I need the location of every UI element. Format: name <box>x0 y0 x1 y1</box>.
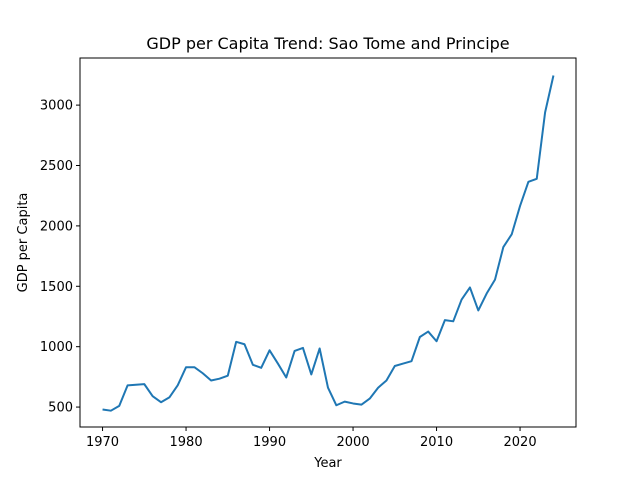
y-tick-label: 3000 <box>40 99 73 114</box>
x-axis-label: Year <box>313 456 342 471</box>
x-tick-label: 1980 <box>170 435 203 450</box>
x-axis: 1970 1980 1990 2000 2010 2020 <box>86 427 537 450</box>
x-tick-label: 2000 <box>337 435 370 450</box>
y-axis-label: GDP per Capita <box>16 193 31 293</box>
y-tick-label: 2000 <box>40 219 73 234</box>
plot-area <box>102 75 555 412</box>
chart-title: GDP per Capita Trend: Sao Tome and Princ… <box>146 34 509 53</box>
x-tick-label: 2020 <box>504 435 537 450</box>
x-tick-label: 2010 <box>420 435 453 450</box>
axes-frame <box>79 57 577 428</box>
y-tick-label: 1500 <box>40 280 73 295</box>
x-tick-label: 1970 <box>86 435 119 450</box>
series-line <box>102 75 555 412</box>
y-tick-label: 2500 <box>40 159 73 174</box>
y-tick-label: 500 <box>48 401 73 416</box>
y-tick-label: 1000 <box>40 340 73 355</box>
x-tick-label: 1990 <box>253 435 286 450</box>
y-axis: 500 1000 1500 2000 2500 3000 <box>40 99 80 416</box>
